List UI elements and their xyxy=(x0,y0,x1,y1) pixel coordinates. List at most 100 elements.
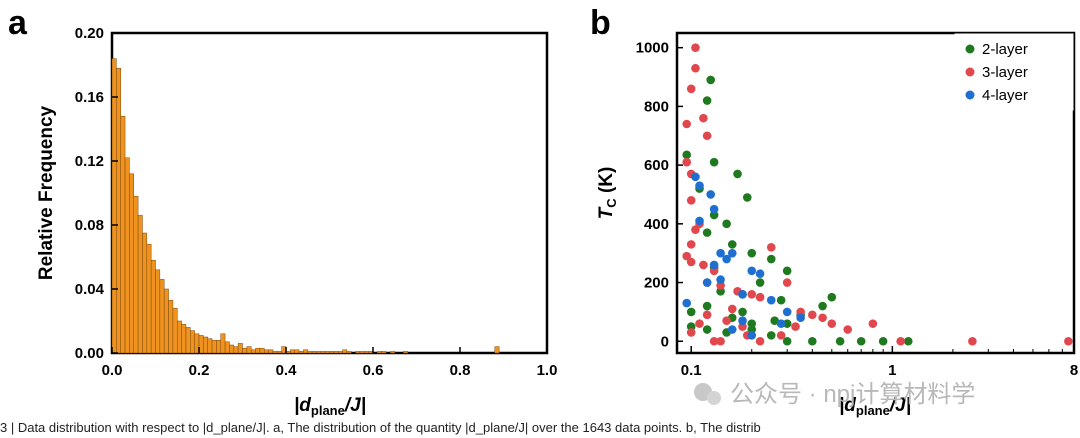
panel-a-label: a xyxy=(8,4,28,42)
scatter-point-4-layer xyxy=(782,307,792,317)
wechat-icon-bubble xyxy=(707,391,721,405)
y-tick-label: 0.20 xyxy=(75,25,104,42)
histogram-bar xyxy=(364,351,369,354)
scatter-point-4-layer xyxy=(709,204,719,214)
x-tick-label: 1.0 xyxy=(537,362,558,379)
legend-marker xyxy=(965,44,975,54)
scatter-point-2-layer xyxy=(766,331,776,340)
histogram-bar xyxy=(224,341,230,354)
scatter-panel: 0.1 1 8 0 200 400 600 800 1000 TC (K) |dplane/J|… xyxy=(596,31,1078,418)
scatter-point-3-layer xyxy=(868,319,878,328)
scatter-point-4-layer xyxy=(747,266,757,276)
histogram-bar xyxy=(177,320,182,354)
y-tick-label: 1000 xyxy=(636,40,669,57)
scatter-point-2-layer xyxy=(702,228,712,237)
scatter-point-2-layer xyxy=(903,336,913,346)
histogram-bar xyxy=(155,269,161,354)
scatter-x-axis-label: |dplane/J| xyxy=(839,395,911,418)
x-tick-label: 0.1 xyxy=(681,362,702,379)
scatter-point-3-layer xyxy=(686,84,696,94)
scatter-point-4-layer xyxy=(776,319,786,328)
histogram-bar xyxy=(294,349,300,354)
scatter-point-2-layer xyxy=(733,169,742,179)
histogram-bar xyxy=(259,347,265,354)
y-tick-label: 0.08 xyxy=(75,217,104,234)
scatter-point-3-layer xyxy=(791,322,800,331)
scatter-point-3-layer xyxy=(1064,336,1073,346)
histogram-bar xyxy=(190,330,195,354)
scatter-point-2-layer xyxy=(682,150,692,160)
scatter-point-3-layer xyxy=(782,278,792,287)
scatter-point-3-layer xyxy=(702,131,712,141)
scatter-point-2-layer xyxy=(782,336,792,346)
figure-caption: 3 | Data distribution with respect to |d… xyxy=(0,420,761,435)
histogram-bar xyxy=(311,351,317,354)
histogram-bar xyxy=(150,259,156,354)
scatter-legend: 2-layer 3-layer 4-layer xyxy=(954,33,1074,111)
histogram-plot-frame xyxy=(110,31,549,355)
histogram-bar xyxy=(203,336,208,354)
histogram-bar xyxy=(142,232,148,354)
scatter-point-2-layer xyxy=(818,301,827,311)
histogram-bar xyxy=(220,333,226,354)
scatter-point-4-layer xyxy=(747,331,757,340)
scatter-point-3-layer xyxy=(766,243,776,252)
scatter-point-3-layer xyxy=(827,319,837,328)
histogram-bar xyxy=(277,351,282,354)
x-tick-label: 0.6 xyxy=(363,362,384,379)
scatter-point-2-layer xyxy=(706,75,715,85)
scatter-point-3-layer xyxy=(682,157,692,167)
x-tick-label: 0.2 xyxy=(189,362,210,379)
scatter-point-2-layer xyxy=(686,307,696,317)
histogram-bar xyxy=(324,351,330,354)
scatter-point-4-layer xyxy=(738,289,747,299)
histogram-bar xyxy=(137,215,143,354)
histogram-bar xyxy=(298,351,304,354)
histogram-bar xyxy=(329,351,335,354)
histogram-bars xyxy=(111,58,500,354)
scatter-point-3-layer xyxy=(968,336,977,346)
histogram-bar xyxy=(255,347,261,354)
histogram-bar xyxy=(216,339,221,354)
histogram-bar xyxy=(377,351,382,354)
histogram-bar xyxy=(494,346,500,354)
scatter-point-4-layer xyxy=(716,275,725,284)
legend-box xyxy=(954,33,1074,111)
legend-label: 3-layer xyxy=(982,64,1028,81)
scatter-point-4-layer xyxy=(722,254,731,264)
scatter-point-2-layer xyxy=(835,336,845,346)
scatter-point-2-layer xyxy=(702,325,712,334)
scatter-point-3-layer xyxy=(709,336,719,346)
histogram-bar xyxy=(116,67,121,354)
histogram-bar xyxy=(229,344,235,354)
scatter-point-3-layer xyxy=(695,319,704,328)
scatter-point-2-layer xyxy=(766,254,776,264)
histogram-bar xyxy=(268,349,274,354)
y-tick-label: 0 xyxy=(661,333,669,350)
scatter-point-4-layer xyxy=(709,260,719,270)
x-tick-label: 0.4 xyxy=(276,362,298,379)
histogram-bar xyxy=(159,279,165,354)
histogram-bar xyxy=(181,323,187,354)
scatter-point-2-layer xyxy=(782,319,792,328)
histogram-bar xyxy=(320,351,326,354)
histogram-bar xyxy=(381,351,387,354)
scatter-point-2-layer xyxy=(770,316,779,326)
histogram-bar xyxy=(133,195,139,354)
histogram-bar xyxy=(264,349,269,354)
histogram-bar xyxy=(207,338,213,354)
histogram-bar xyxy=(390,351,395,354)
scatter-point-2-layer xyxy=(856,336,866,346)
scatter-point-2-layer xyxy=(709,157,719,167)
scatter-point-4-layer xyxy=(755,269,765,279)
scatter-point-2-layer xyxy=(722,219,731,229)
histogram-x-axis-label: |dplane/J| xyxy=(294,395,366,418)
scatter-point-2-layer xyxy=(808,336,817,346)
histogram-bar xyxy=(120,115,126,354)
y-tick-label: 0.04 xyxy=(75,281,105,298)
x-tick-label: 1 xyxy=(888,362,896,379)
scatter-point-2-layer xyxy=(727,240,737,249)
scatter-point-2-layer xyxy=(747,248,757,258)
scatter-point-2-layer xyxy=(742,193,752,202)
scatter-point-3-layer xyxy=(747,289,757,299)
